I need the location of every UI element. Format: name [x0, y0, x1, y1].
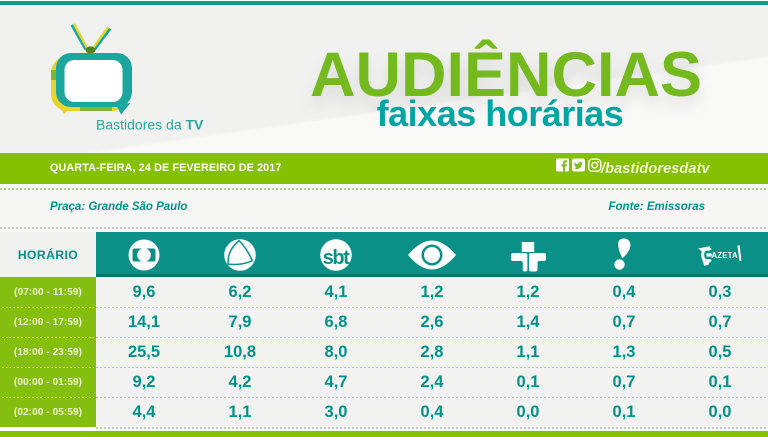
svg-text:sbt: sbt: [323, 247, 350, 269]
svg-text:AZETA: AZETA: [711, 251, 738, 260]
svg-text:Bastidores da TV: Bastidores da TV: [96, 117, 204, 133]
